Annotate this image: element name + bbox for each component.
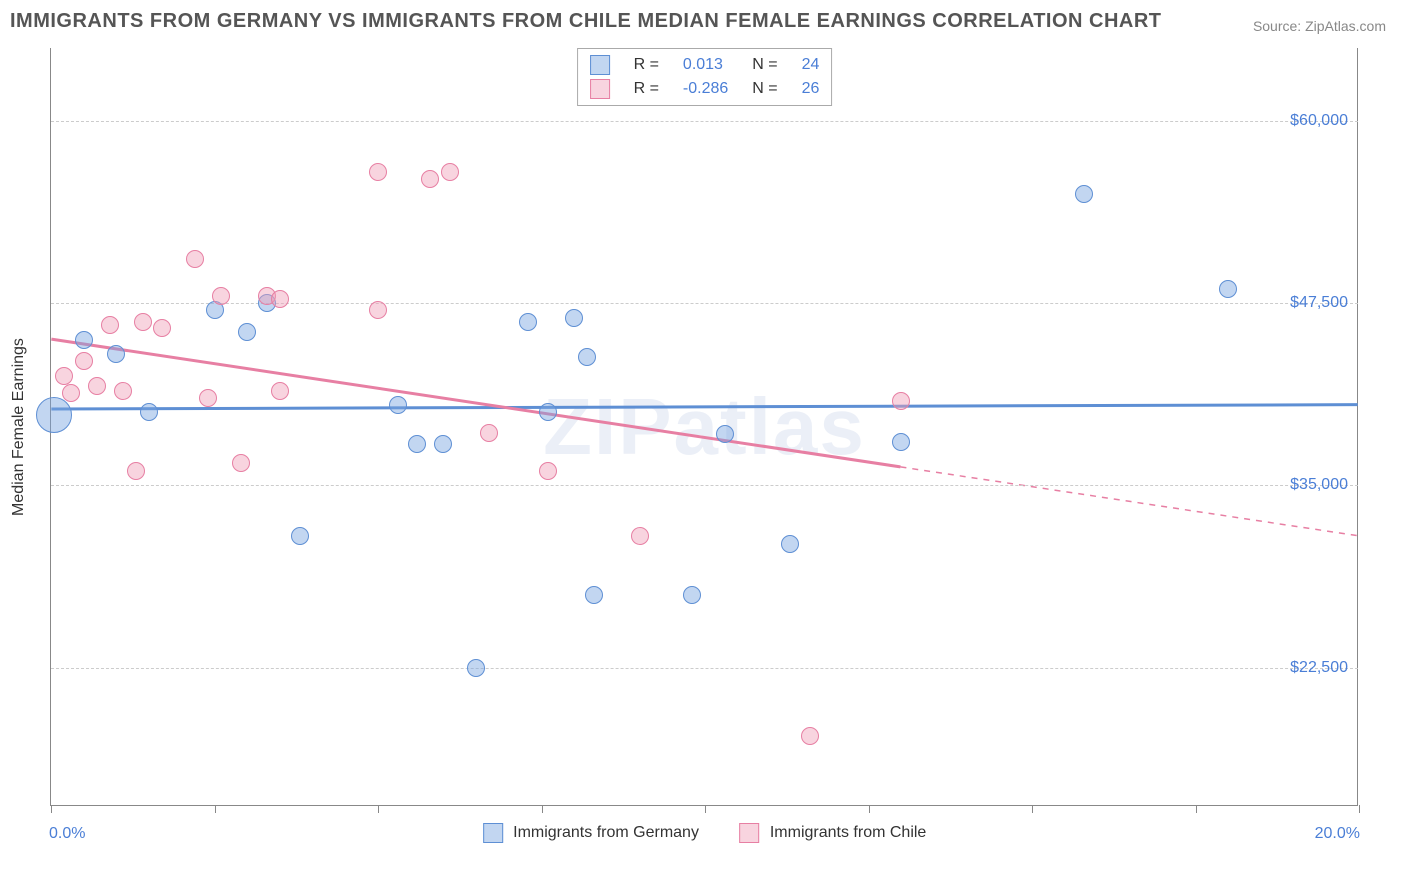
legend-stats: R = 0.013 N = 24 R = -0.286 N = 26 xyxy=(577,48,833,106)
data-point xyxy=(781,535,799,553)
data-point xyxy=(578,348,596,366)
data-point xyxy=(271,290,289,308)
legend-series: Immigrants from Germany Immigrants from … xyxy=(465,823,945,843)
legend-row-chile: R = -0.286 N = 26 xyxy=(578,77,832,101)
data-point xyxy=(199,389,217,407)
x-tick xyxy=(705,805,706,813)
data-point xyxy=(480,424,498,442)
legend-n-value-germany: 24 xyxy=(790,53,832,77)
chart-title: IMMIGRANTS FROM GERMANY VS IMMIGRANTS FR… xyxy=(10,10,1162,33)
data-point xyxy=(36,397,72,433)
data-point xyxy=(434,435,452,453)
y-tick-label: $22,500 xyxy=(1290,659,1348,677)
data-point xyxy=(631,527,649,545)
y-tick-label: $35,000 xyxy=(1290,476,1348,494)
data-point xyxy=(88,377,106,395)
data-point xyxy=(892,433,910,451)
data-point xyxy=(55,367,73,385)
swatch-germany xyxy=(590,55,610,75)
data-point xyxy=(716,425,734,443)
gridline xyxy=(51,121,1358,122)
data-point xyxy=(408,435,426,453)
regression-lines xyxy=(51,48,1358,805)
legend-r-value-chile: -0.286 xyxy=(671,77,740,101)
data-point xyxy=(467,659,485,677)
data-point xyxy=(291,527,309,545)
y-tick-label: $60,000 xyxy=(1290,112,1348,130)
data-point xyxy=(114,382,132,400)
x-tick xyxy=(215,805,216,813)
data-point xyxy=(186,250,204,268)
data-point xyxy=(683,586,701,604)
data-point xyxy=(1075,185,1093,203)
gridline xyxy=(51,485,1358,486)
legend-label-germany: Immigrants from Germany xyxy=(513,824,699,841)
data-point xyxy=(801,727,819,745)
plot-right-border xyxy=(1357,48,1358,805)
y-tick-label: $47,500 xyxy=(1290,294,1348,312)
x-axis-min-label: 0.0% xyxy=(49,825,85,843)
legend-n-label: N = xyxy=(740,77,789,101)
data-point xyxy=(369,301,387,319)
data-point xyxy=(565,309,583,327)
data-point xyxy=(539,462,557,480)
x-axis-max-label: 20.0% xyxy=(1315,825,1360,843)
data-point xyxy=(134,313,152,331)
data-point xyxy=(232,454,250,472)
plot-area: ZIPatlas Median Female Earnings 0.0% 20.… xyxy=(50,48,1358,806)
x-tick xyxy=(1196,805,1197,813)
data-point xyxy=(519,313,537,331)
data-point xyxy=(271,382,289,400)
watermark: ZIPatlas xyxy=(543,381,866,473)
data-point xyxy=(101,316,119,334)
data-point xyxy=(238,323,256,341)
y-axis-title: Median Female Earnings xyxy=(10,338,28,516)
data-point xyxy=(441,163,459,181)
gridline xyxy=(51,668,1358,669)
legend-r-value-germany: 0.013 xyxy=(671,53,740,77)
data-point xyxy=(212,287,230,305)
swatch-chile xyxy=(739,823,759,843)
x-tick xyxy=(869,805,870,813)
data-point xyxy=(389,396,407,414)
data-point xyxy=(585,586,603,604)
x-tick xyxy=(542,805,543,813)
data-point xyxy=(140,403,158,421)
data-point xyxy=(127,462,145,480)
legend-item-germany: Immigrants from Germany xyxy=(483,824,704,841)
swatch-germany xyxy=(483,823,503,843)
data-point xyxy=(75,331,93,349)
swatch-chile xyxy=(590,79,610,99)
legend-row-germany: R = 0.013 N = 24 xyxy=(578,53,832,77)
x-tick xyxy=(1032,805,1033,813)
source-attribution: Source: ZipAtlas.com xyxy=(1253,18,1386,34)
x-tick xyxy=(51,805,52,813)
data-point xyxy=(75,352,93,370)
data-point xyxy=(107,345,125,363)
legend-item-chile: Immigrants from Chile xyxy=(739,824,926,841)
chart-container: IMMIGRANTS FROM GERMANY VS IMMIGRANTS FR… xyxy=(0,0,1406,892)
data-point xyxy=(62,384,80,402)
legend-r-label: R = xyxy=(622,53,671,77)
legend-r-label: R = xyxy=(622,77,671,101)
legend-n-value-chile: 26 xyxy=(790,77,832,101)
legend-n-label: N = xyxy=(740,53,789,77)
data-point xyxy=(421,170,439,188)
legend-label-chile: Immigrants from Chile xyxy=(770,824,926,841)
gridline xyxy=(51,303,1358,304)
data-point xyxy=(539,403,557,421)
data-point xyxy=(369,163,387,181)
data-point xyxy=(153,319,171,337)
x-tick xyxy=(378,805,379,813)
data-point xyxy=(892,392,910,410)
data-point xyxy=(1219,280,1237,298)
x-tick xyxy=(1359,805,1360,813)
